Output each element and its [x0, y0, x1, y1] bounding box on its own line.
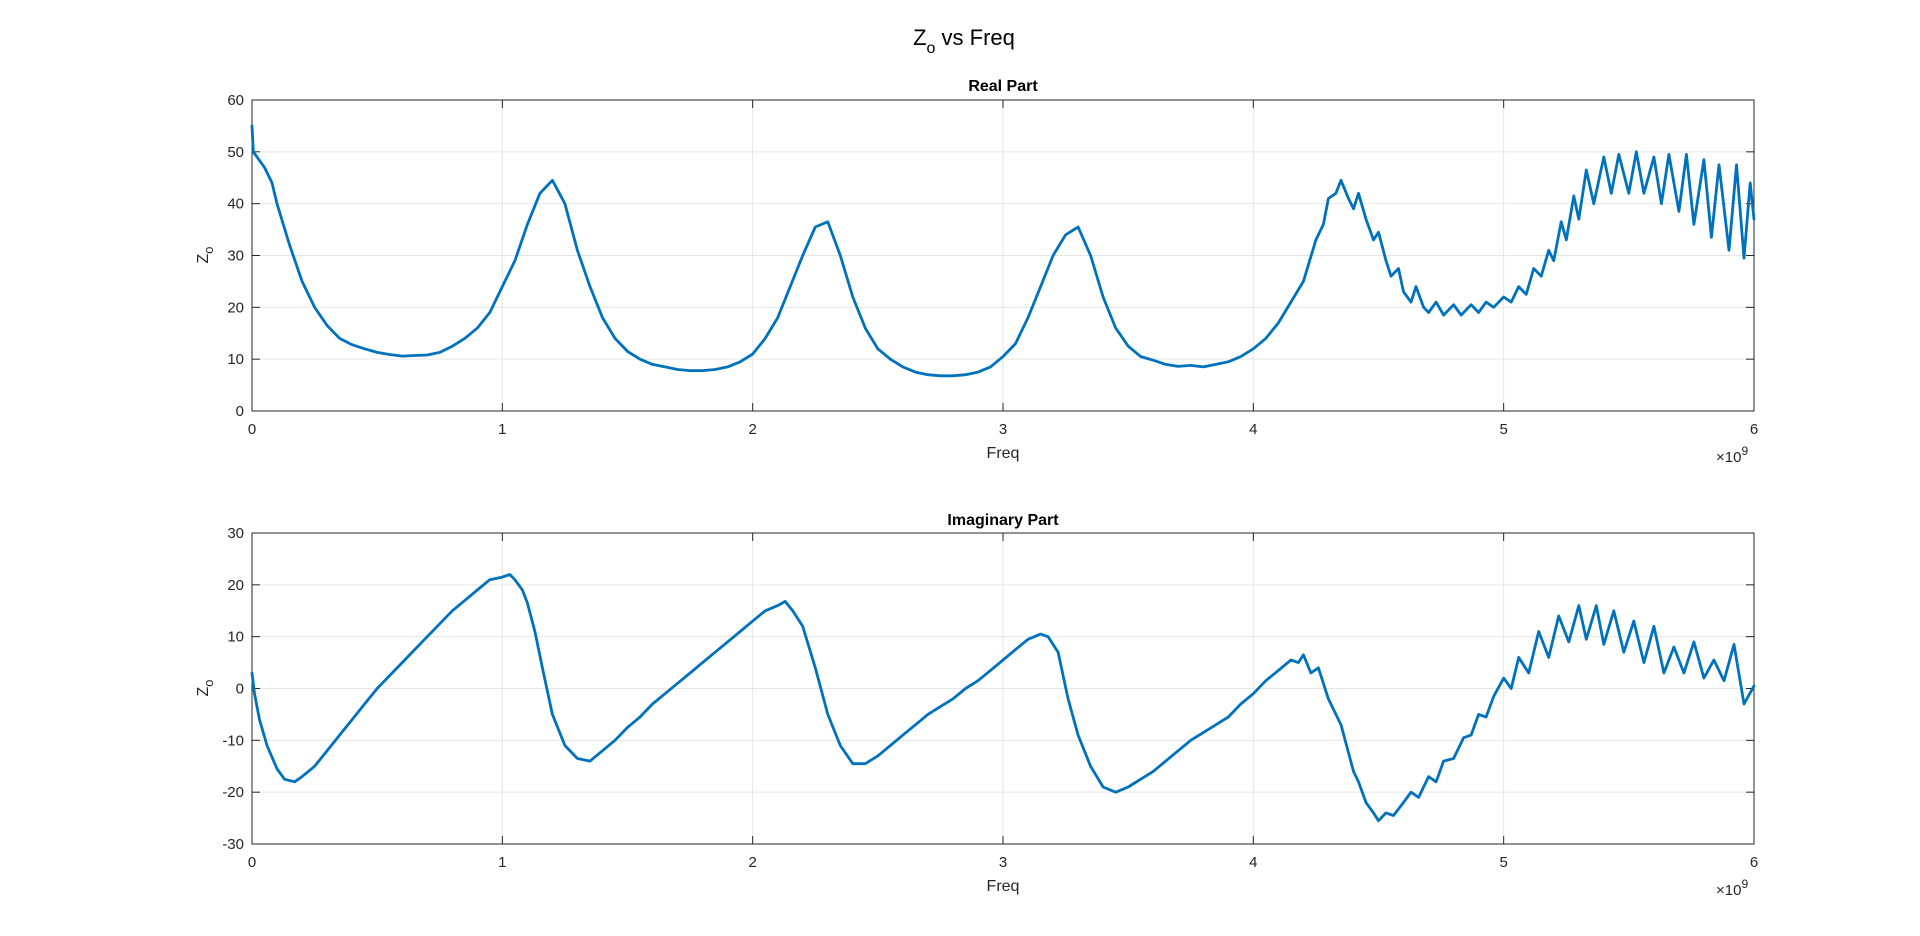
imaginary-part-y-tick-label: -10 [222, 732, 244, 749]
imaginary-part-x-tick-label: 5 [1499, 854, 1507, 871]
imaginary-part-x-axis-label: Freq [987, 878, 1020, 895]
imaginary-part-y-axis-label: Zo [195, 679, 216, 696]
real-part-y-axis-label: Zo [195, 246, 216, 263]
real-part-x-axis-label: Freq [987, 445, 1020, 462]
real-part-y-tick-label: 60 [227, 92, 244, 109]
imaginary-part-plot: 0 1 2 3 4 5 6 -30 -20 -10 0 10 20 30 Imaginary Part F… [195, 512, 1758, 899]
figure-title: Zo vs Freq [913, 25, 1015, 57]
imaginary-part-x-exponent: ×109 [1716, 877, 1748, 899]
real-part-x-tick-label: 3 [999, 421, 1007, 438]
imaginary-part-y-tick-label: 10 [227, 629, 244, 646]
imaginary-part-title: Imaginary Part [947, 512, 1059, 529]
imaginary-part-y-tick-label: 30 [227, 525, 244, 542]
real-part-x-tick-label: 1 [498, 421, 506, 438]
real-part-x-tick-label: 0 [248, 421, 256, 438]
real-part-series-line [250, 124, 1756, 378]
real-part-y-tick-label: 50 [227, 144, 244, 161]
real-part-x-exponent: ×109 [1716, 444, 1748, 466]
imaginary-part-y-tick-label: 0 [236, 681, 244, 698]
real-part-y-tick-label: 10 [227, 351, 244, 368]
imaginary-part-x-tick-label: 4 [1249, 854, 1257, 871]
imaginary-part-series-line [250, 573, 1756, 823]
imaginary-part-y-tick-label: -30 [222, 836, 244, 853]
imaginary-part-x-tick-label: 0 [248, 854, 256, 871]
real-part-x-tick-label: 6 [1750, 421, 1758, 438]
imaginary-part-x-tick-label: 6 [1750, 854, 1758, 871]
imaginary-part-x-tick-label: 2 [748, 854, 756, 871]
real-part-y-tick-label: 30 [227, 248, 244, 265]
imaginary-part-y-tick-label: -20 [222, 784, 244, 801]
real-part-x-tick-label: 5 [1499, 421, 1507, 438]
imaginary-part-x-tick-label: 1 [498, 854, 506, 871]
real-part-y-tick-label: 20 [227, 299, 244, 316]
real-part-x-tick-label: 2 [748, 421, 756, 438]
real-part-title: Real Part [968, 78, 1038, 95]
real-part-y-tick-label: 40 [227, 196, 244, 213]
imaginary-part-y-tick-label: 20 [227, 577, 244, 594]
real-part-y-tick-label: 0 [236, 403, 244, 420]
real-part-x-tick-label: 4 [1249, 421, 1257, 438]
imaginary-part-x-tick-label: 3 [999, 854, 1007, 871]
